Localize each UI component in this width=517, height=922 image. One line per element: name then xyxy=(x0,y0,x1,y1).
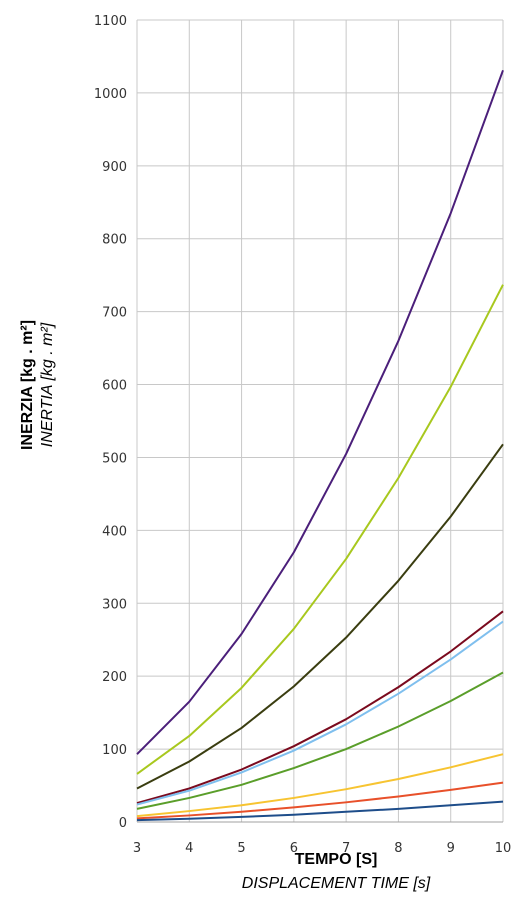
x-axis-subtitle: DISPLACEMENT TIME [s] xyxy=(242,875,431,892)
grid-lines xyxy=(136,19,504,823)
y-tick-label: 0 xyxy=(119,816,127,831)
y-tick-label: 500 xyxy=(102,451,127,466)
series-line-6 xyxy=(136,671,504,810)
y-tick-label: 700 xyxy=(102,306,127,321)
series-line-7 xyxy=(136,753,504,818)
x-tick-label: 5 xyxy=(237,841,245,856)
y-tick-label: 900 xyxy=(102,160,127,175)
series-line-4 xyxy=(136,610,504,805)
y-tick-label: 300 xyxy=(102,597,127,612)
series-line-8 xyxy=(136,781,504,820)
y-tick-label: 400 xyxy=(102,524,127,539)
y-tick-label: 100 xyxy=(102,743,127,758)
x-axis-title: TEMPO [S] xyxy=(295,851,378,868)
series-line-5 xyxy=(136,620,504,806)
series-line-3 xyxy=(136,443,504,790)
y-axis-subtitle: INERTIA [kg . m²] xyxy=(39,322,56,447)
x-tick-label: 10 xyxy=(495,841,512,856)
y-tick-label: 1000 xyxy=(94,87,127,102)
x-tick-labels: 3 4 5 6 7 8 9 10 xyxy=(133,841,511,856)
x-tick-label: 3 xyxy=(133,841,141,856)
y-tick-label: 200 xyxy=(102,670,127,685)
x-tick-label: 4 xyxy=(185,841,193,856)
x-tick-label: 9 xyxy=(447,841,455,856)
y-tick-label: 1100 xyxy=(94,14,127,29)
series-line-9 xyxy=(136,800,504,822)
x-tick-label: 6 xyxy=(290,841,298,856)
y-tick-label: 800 xyxy=(102,233,127,248)
x-tick-label: 8 xyxy=(394,841,402,856)
y-tick-label: 600 xyxy=(102,379,127,394)
series-lines xyxy=(136,69,504,822)
x-tick-label: 7 xyxy=(342,841,350,856)
series-line-1 xyxy=(136,69,504,755)
series-line-2 xyxy=(136,284,504,775)
y-axis-title: INERZIA [kg . m²] xyxy=(19,320,36,450)
y-tick-labels: 0 100 200 300 400 500 600 700 800 900 1000 1100 xyxy=(94,14,127,831)
